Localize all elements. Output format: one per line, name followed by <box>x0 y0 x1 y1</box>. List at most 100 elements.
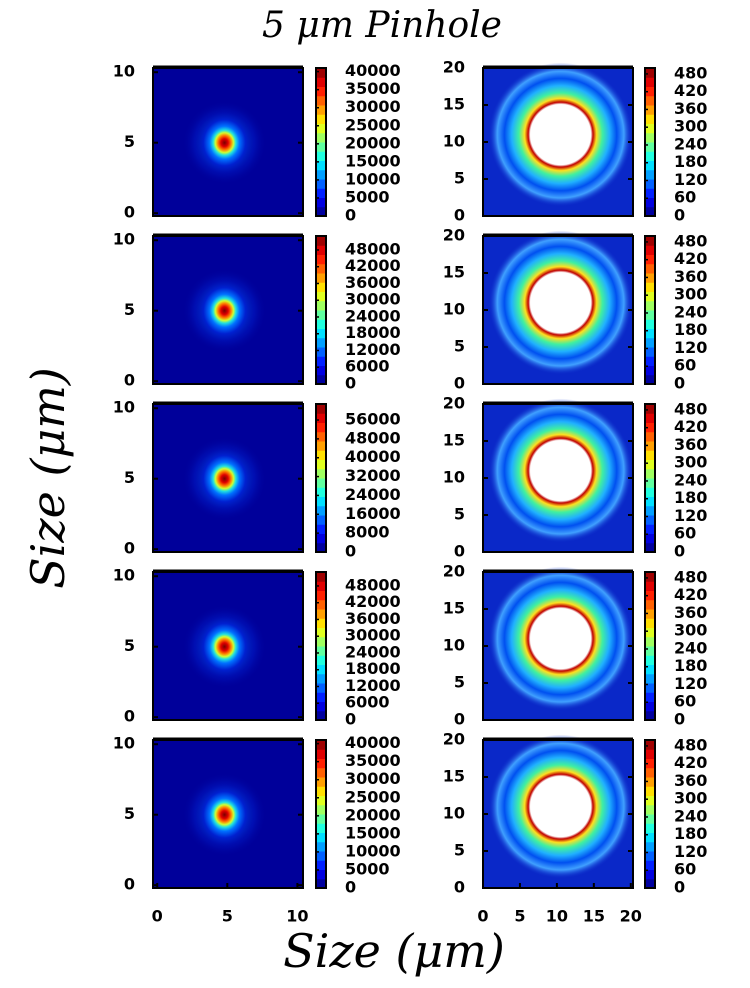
colorbar-tick-label: 30000 <box>345 626 401 645</box>
colorbar-tick-label: 10000 <box>345 841 401 860</box>
y-tick-label: 20 <box>443 226 465 245</box>
colorbar-step <box>645 404 655 414</box>
y-tick-label: 0 <box>454 878 465 897</box>
colorbar-tick-label: 420 <box>674 585 707 604</box>
colorbar-step <box>645 860 655 870</box>
y-tick-label: 5 <box>454 841 465 860</box>
y-tick-label: 5 <box>124 636 135 655</box>
colorbar-step <box>316 851 326 861</box>
colorbar-tick-label: 300 <box>674 285 707 304</box>
colorbar-step <box>645 206 655 217</box>
colorbar-tick-label: 8000 <box>345 523 390 542</box>
colorbar-step <box>316 188 326 198</box>
colorbar-step <box>645 431 655 442</box>
y-tick-label: 10 <box>113 230 135 249</box>
colorbar-step <box>316 618 326 628</box>
y-tick-label: 0 <box>454 710 465 729</box>
x-tick-label: 5 <box>222 907 233 926</box>
colorbar-step <box>316 795 326 806</box>
colorbar-tick-label: 120 <box>674 674 707 693</box>
y-tick-label: 20 <box>443 730 465 749</box>
colorbar-tick-label: 0 <box>345 710 356 729</box>
y-tick-label: 0 <box>454 206 465 225</box>
colorbar-step <box>645 683 655 693</box>
y-tick-label: 15 <box>443 263 465 282</box>
colorbar-tick-label: 30000 <box>345 290 401 309</box>
y-tick-label: 10 <box>443 132 465 151</box>
colorbar-step <box>316 468 326 479</box>
colorbar-tick-label: 6000 <box>345 357 390 376</box>
colorbar-tick-label: 15000 <box>345 823 401 842</box>
colorbar-frame <box>644 235 656 385</box>
colorbar-step <box>316 572 326 582</box>
y-tick-label: 0 <box>454 374 465 393</box>
colorbar-step <box>645 740 655 750</box>
colorbar-tick-label: 420 <box>674 249 707 268</box>
colorbar-step <box>645 487 655 497</box>
y-axis-label: Size (μm) <box>21 367 75 589</box>
colorbar-tick-label: 25000 <box>345 115 401 134</box>
colorbar-step <box>316 95 326 106</box>
colorbar-step <box>316 823 326 833</box>
y-tick-label: 10 <box>113 734 135 753</box>
colorbar-step <box>645 236 655 246</box>
colorbar-tick-label: 24000 <box>345 306 401 325</box>
colorbar-tick-label: 40000 <box>345 733 401 752</box>
colorbar-step <box>645 673 655 684</box>
colorbar-step <box>645 664 655 675</box>
y-tick-label: 5 <box>454 169 465 188</box>
colorbar-step <box>316 646 326 656</box>
colorbar-step <box>645 749 655 759</box>
y-tick-label: 15 <box>443 599 465 618</box>
colorbar-tick-label: 0 <box>674 374 685 393</box>
colorbar-step <box>645 468 655 479</box>
x-tick-label: 0 <box>477 907 488 926</box>
colorbar-step <box>316 655 326 665</box>
colorbar-step <box>645 123 655 134</box>
colorbar-step <box>316 609 326 619</box>
colorbar-tick-label: 0 <box>674 878 685 897</box>
colorbar-step <box>316 841 326 852</box>
y-tick-label: 5 <box>124 468 135 487</box>
colorbar-tick-label: 300 <box>674 453 707 472</box>
colorbar-step <box>645 524 655 534</box>
colorbar-step <box>645 795 655 806</box>
colorbar-tick-label: 25000 <box>345 787 401 806</box>
colorbar-step <box>645 254 655 265</box>
colorbar-step <box>645 188 655 198</box>
y-tick-label: 5 <box>124 132 135 151</box>
colorbar-tick-label: 360 <box>674 267 707 286</box>
colorbar-step <box>645 496 655 507</box>
y-tick-label: 10 <box>443 636 465 655</box>
beam-spot <box>194 613 255 680</box>
colorbar-step <box>316 328 326 339</box>
colorbar-tick-label: 5000 <box>345 187 390 206</box>
colorbar-tick-label: 60 <box>674 524 696 543</box>
colorbar-step <box>316 832 326 843</box>
y-tick-label: 5 <box>454 337 465 356</box>
colorbar-step <box>645 758 655 769</box>
colorbar-step <box>316 132 326 143</box>
colorbar-step <box>645 515 655 525</box>
colorbar-tick-label: 420 <box>674 417 707 436</box>
colorbar-step <box>645 646 655 656</box>
colorbar-step <box>645 337 655 348</box>
beam-ring <box>488 398 633 543</box>
colorbar-tick-label: 480 <box>674 63 707 82</box>
colorbar-step <box>645 422 655 433</box>
colorbar-tick-label: 60 <box>674 860 696 879</box>
colorbar-step <box>645 169 655 180</box>
colorbar-tick-label: 10000 <box>345 169 401 188</box>
colorbar-tick-label: 36000 <box>345 273 401 292</box>
colorbar-step <box>645 701 655 712</box>
x-tick-label: 10 <box>286 907 308 926</box>
y-tick-label: 15 <box>443 95 465 114</box>
colorbar-step <box>645 142 655 152</box>
colorbar-step <box>645 841 655 852</box>
colorbar-tick-label: 480 <box>674 735 707 754</box>
colorbar-step <box>316 515 326 525</box>
y-tick-label: 10 <box>443 804 465 823</box>
colorbar-tick-label: 360 <box>674 771 707 790</box>
y-tick-label: 10 <box>113 566 135 585</box>
